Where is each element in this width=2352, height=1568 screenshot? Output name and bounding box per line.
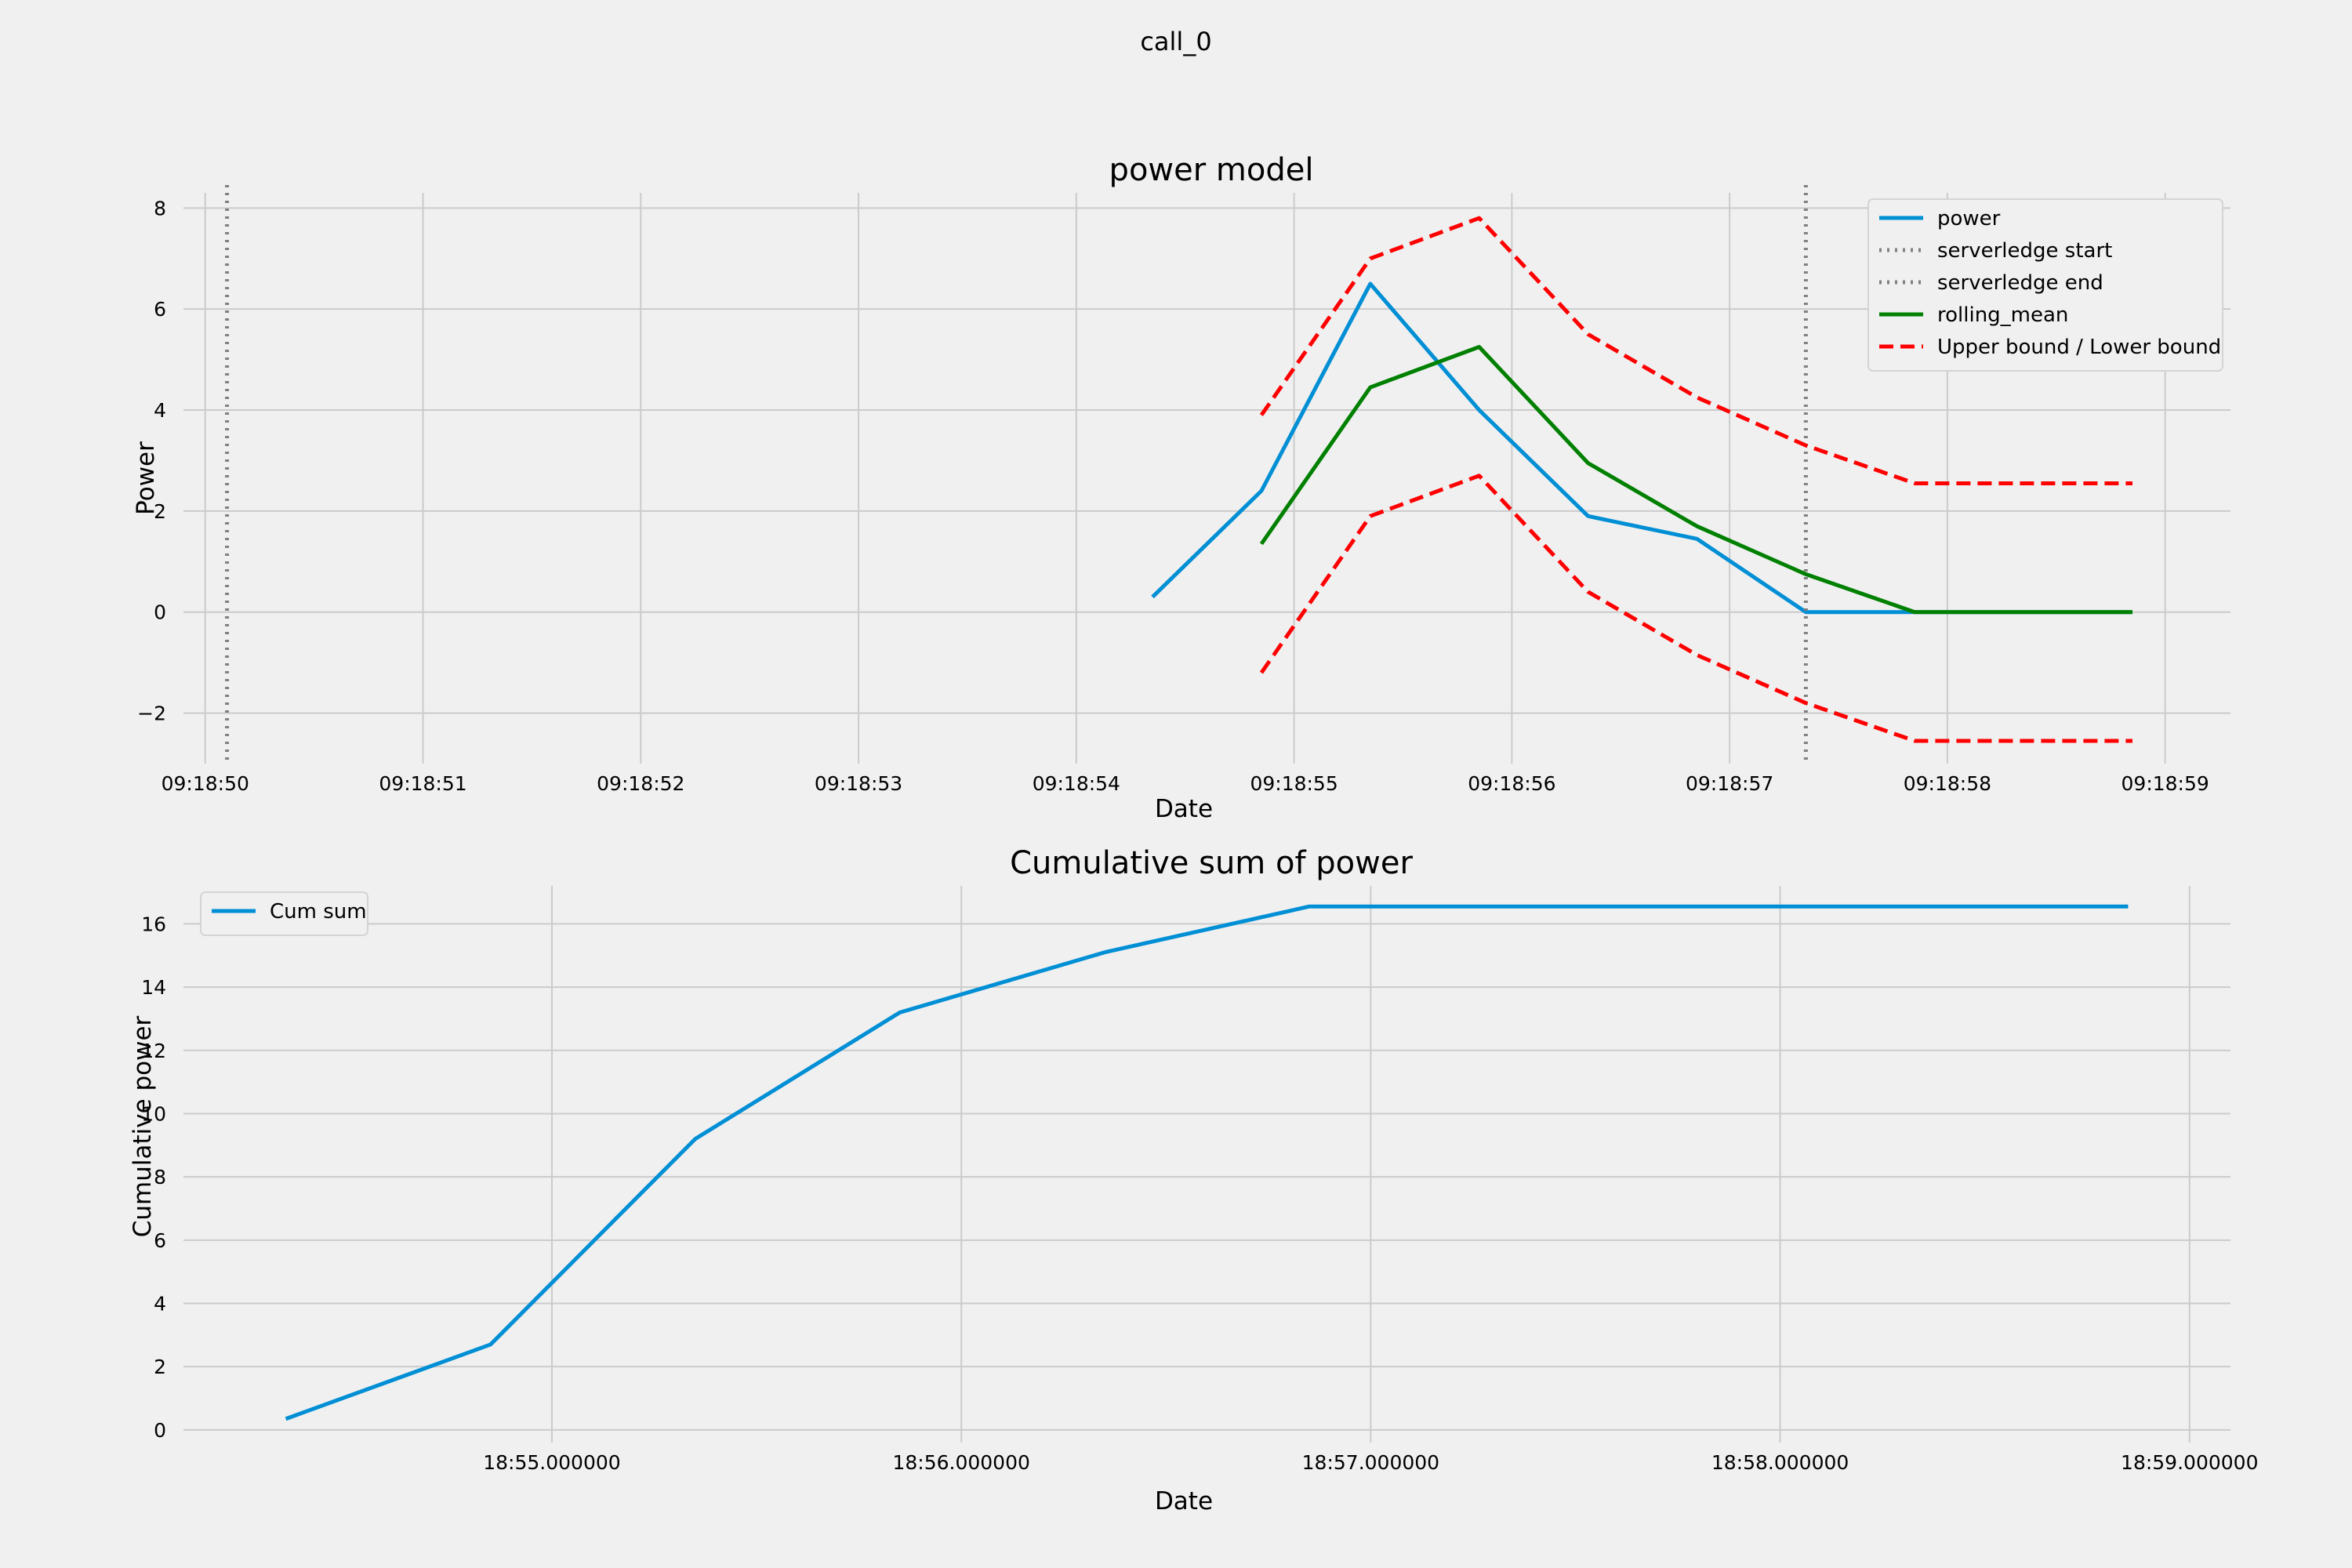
y-tick-label: −2: [137, 702, 166, 725]
power-model-xlabel: Date: [1155, 795, 1213, 823]
power-model-series: [225, 185, 2133, 764]
cumulative-sum-grid: [183, 886, 2230, 1443]
cumulative-sum-chart: 18:55.000000 18:56.000000 18:57.000000 18:5…: [129, 845, 2258, 1515]
x-tick-label: 18:59.000000: [2121, 1451, 2258, 1474]
power-model-x-ticks: 09:18:50 09:18:51 09:18:52 09:18:53 09:18:54…: [162, 772, 2209, 795]
upper-bound-lower-bound-line: [1259, 216, 2133, 485]
x-tick-label: 18:55.000000: [483, 1451, 620, 1474]
figure-title: call_0: [1140, 27, 1211, 56]
x-tick-label: 09:18:58: [1904, 772, 1991, 795]
y-tick-label: 0: [154, 601, 166, 624]
y-tick-label: 6: [154, 1229, 166, 1252]
x-tick-label: 09:18:52: [597, 772, 684, 795]
x-tick-label: 09:18:50: [162, 772, 249, 795]
power-model-title: power model: [1109, 152, 1314, 188]
x-tick-label: 18:56.000000: [892, 1451, 1029, 1474]
y-tick-label: 16: [141, 913, 166, 935]
legend-label: rolling_mean: [1937, 303, 2068, 327]
y-tick-label: 12: [141, 1040, 166, 1062]
y-tick-label: 10: [141, 1102, 166, 1125]
legend-label: serverledge start: [1937, 239, 2112, 263]
power-model-y-ticks: −2 0 2 4 6 8: [137, 197, 166, 724]
legend-box: [1867, 198, 2223, 372]
cumulative-sum-y-ticks: 0 2 4 6 8 10 12 14 16: [141, 913, 166, 1441]
y-tick-label: 4: [154, 1293, 166, 1316]
cumulative-sum-xlabel: Date: [1155, 1487, 1213, 1515]
legend-label: Cum sum: [270, 900, 367, 924]
rolling-mean-line: [1259, 344, 2133, 615]
lower-bound-line: [1259, 474, 2133, 743]
y-tick-label: 4: [154, 399, 166, 422]
power-line: [1151, 281, 2133, 615]
power-model-chart: 09:18:50 09:18:51 09:18:52 09:18:53 09:18:54…: [132, 152, 2230, 823]
y-tick-label: 0: [154, 1419, 166, 1442]
legend-label: serverledge end: [1937, 271, 2103, 295]
x-tick-label: 09:18:51: [379, 772, 466, 795]
x-tick-label: 09:18:59: [2122, 772, 2209, 795]
legend-label: Upper bound / Lower bound: [1937, 336, 2221, 359]
x-tick-label: 09:18:56: [1468, 772, 1555, 795]
cumulative-sum-ylabel: Cumulative power: [129, 1015, 157, 1237]
cum-sum-line: [285, 904, 2129, 1421]
power-model-legend: power serverledge start serverledge end rol…: [1867, 198, 2223, 372]
cumulative-sum-legend: Cum sum: [200, 891, 368, 936]
x-tick-label: 09:18:55: [1250, 772, 1338, 795]
x-tick-label: 09:18:57: [1686, 772, 1773, 795]
x-tick-label: 09:18:53: [815, 772, 902, 795]
legend-box: [200, 891, 368, 936]
y-tick-label: 6: [154, 298, 166, 321]
y-tick-label: 2: [154, 1356, 166, 1378]
cumulative-sum-x-ticks: 18:55.000000 18:56.000000 18:57.000000 18:5…: [483, 1451, 2258, 1474]
x-tick-label: 18:58.000000: [1711, 1451, 1849, 1474]
legend-label: power: [1937, 207, 2001, 230]
cumulative-sum-series: [285, 904, 2129, 1421]
x-tick-label: 18:57.000000: [1302, 1451, 1439, 1474]
x-tick-label: 09:18:54: [1033, 772, 1120, 795]
y-tick-label: 14: [141, 976, 166, 999]
y-tick-label: 8: [154, 1166, 166, 1189]
y-tick-label: 2: [154, 500, 166, 523]
y-tick-label: 8: [154, 197, 166, 220]
cumulative-sum-title: Cumulative sum of power: [1010, 845, 1413, 881]
power-model-ylabel: Power: [132, 441, 160, 515]
